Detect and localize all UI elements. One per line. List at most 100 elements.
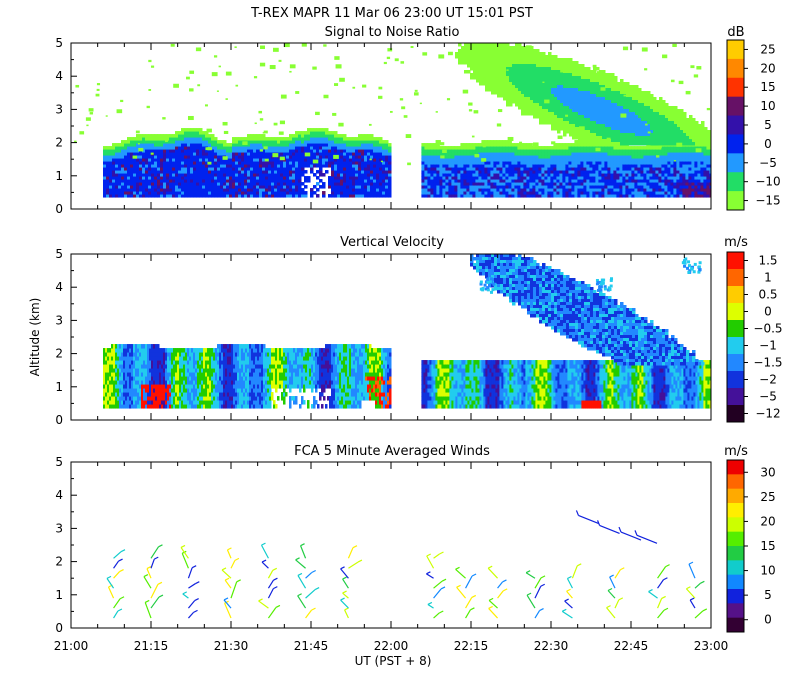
snr-cell <box>652 173 656 177</box>
snr-layer-cell <box>587 127 591 131</box>
snr-cell <box>499 167 503 171</box>
snr-cell <box>598 152 602 156</box>
snr-layer-cell <box>515 52 519 56</box>
snr-layer-cell <box>551 124 555 128</box>
snr-cell <box>250 161 254 165</box>
snr-cell <box>574 182 578 186</box>
snr-cell <box>247 158 251 162</box>
snr-layer-cell <box>590 85 594 89</box>
snr-cell <box>604 176 608 180</box>
snr-layer-cell <box>623 88 627 92</box>
snr-cell <box>436 173 440 177</box>
snr-cell <box>274 140 278 144</box>
snr-cell <box>319 137 323 141</box>
snr-cell <box>508 188 512 192</box>
snr-cell <box>388 161 392 165</box>
snr-cell <box>607 176 611 180</box>
snr-cell <box>109 170 113 174</box>
snr-cell <box>682 164 686 168</box>
snr-cell <box>499 194 503 198</box>
snr-layer-cell <box>533 70 537 74</box>
snr-cell <box>181 176 185 180</box>
snr-cell <box>142 182 146 186</box>
snr-cell <box>121 164 125 168</box>
snr-cell <box>364 194 368 198</box>
snr-cell <box>166 152 170 156</box>
snr-layer-cell <box>584 112 588 116</box>
snr-cell <box>580 173 584 177</box>
snr-cell <box>613 194 617 198</box>
snr-cell <box>694 194 698 198</box>
snr-cell <box>178 140 182 144</box>
snr-cell <box>457 188 461 192</box>
snr-cell <box>319 164 323 168</box>
snr-cell <box>373 176 377 180</box>
snr-cell <box>145 185 149 189</box>
snr-cell <box>619 146 623 150</box>
snr-cell <box>184 128 188 132</box>
snr-layer-cell <box>491 79 495 83</box>
snr-cell <box>421 167 425 171</box>
snr-cell <box>433 152 437 156</box>
snr-cell <box>250 140 254 144</box>
snr-layer-cell <box>563 103 567 107</box>
snr-cell <box>697 188 701 192</box>
snr-cell <box>109 191 113 195</box>
snr-cell <box>280 143 284 147</box>
snr-cell <box>541 146 545 150</box>
snr-layer-cell <box>518 76 522 80</box>
snr-cell <box>451 155 455 159</box>
snr-cell <box>217 155 221 159</box>
snr-layer-cell <box>518 73 522 77</box>
snr-cell <box>697 164 701 168</box>
snr-layer-cell <box>533 58 537 62</box>
snr-cell <box>133 191 137 195</box>
snr-layer-cell <box>578 91 582 95</box>
snr-cell <box>448 155 452 159</box>
snr-cell <box>361 176 365 180</box>
snr-cell <box>577 185 581 189</box>
snr-layer-cell <box>551 67 555 71</box>
snr-cell <box>244 182 248 186</box>
snr-layer-cell <box>551 94 555 98</box>
snr-cell <box>709 188 711 192</box>
snr-cell <box>139 155 143 159</box>
snr-cell <box>187 188 191 192</box>
snr-cell <box>559 176 563 180</box>
snr-layer-cell <box>461 49 465 53</box>
snr-cell <box>265 194 269 198</box>
snr-cell <box>679 149 683 153</box>
snr-cell <box>556 176 560 180</box>
snr-cell <box>361 179 365 183</box>
snr-cell <box>388 149 392 153</box>
snr-cell <box>619 182 623 186</box>
snr-cell <box>250 137 254 141</box>
snr-cell <box>148 137 152 141</box>
snr-layer-cell <box>518 97 522 101</box>
snr-cell <box>667 176 671 180</box>
snr-cell <box>577 194 581 198</box>
snr-cell <box>259 137 263 141</box>
snr-cell <box>151 164 155 168</box>
snr-cell <box>163 182 167 186</box>
snr-cell <box>541 158 545 162</box>
snr-cell <box>424 146 428 150</box>
snr-layer-cell <box>506 46 510 50</box>
snr-cell <box>682 188 686 192</box>
snr-layer-cell <box>569 127 573 131</box>
snr-cell <box>166 170 170 174</box>
snr-cell <box>169 149 173 153</box>
snr-cell <box>598 176 602 180</box>
snr-cell <box>664 191 668 195</box>
snr-layer-cell <box>572 115 576 119</box>
snr-cell <box>286 137 290 141</box>
snr-cell <box>544 152 548 156</box>
snr-cell <box>187 164 191 168</box>
snr-cell <box>616 191 620 195</box>
snr-cell <box>541 191 545 195</box>
snr-cell <box>214 164 218 168</box>
snr-layer-cell <box>485 52 489 56</box>
snr-cell <box>619 161 623 165</box>
snr-cell <box>283 140 287 144</box>
snr-cell <box>286 167 290 171</box>
